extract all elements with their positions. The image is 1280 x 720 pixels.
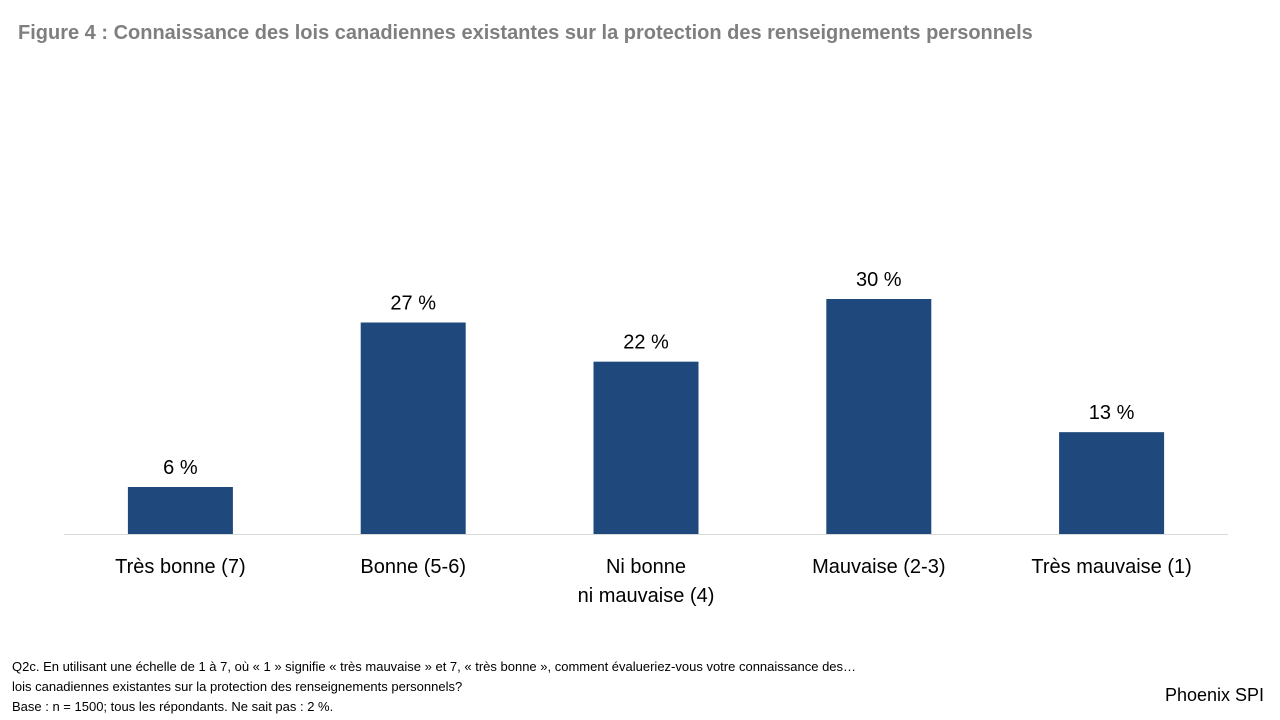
bar-chart: 6 % Très bonne (7) 27 % Bonne (5-6) 22 % Ni b… — [0, 0, 1280, 640]
category-label-3: Ni bonne ni mauvaise (4) — [578, 556, 715, 607]
footnote: Q2c. En utilisant une échelle de 1 à 7, … — [12, 657, 856, 717]
footnote-question-line1: Q2c. En utilisant une échelle de 1 à 7, … — [12, 657, 856, 677]
data-label-3: 22 % — [623, 332, 669, 354]
footnote-question-line2: lois canadiennes existantes sur la prote… — [12, 677, 856, 697]
bar-2 — [361, 323, 466, 535]
bar-5 — [1059, 432, 1164, 534]
bar-3 — [594, 362, 699, 534]
category-label-4: Mauvaise (2-3) — [812, 556, 945, 578]
brand-label: Phoenix SPI — [1165, 685, 1264, 706]
data-label-4: 30 % — [856, 269, 902, 291]
category-label-2: Bonne (5-6) — [360, 556, 466, 578]
data-label-2: 27 % — [390, 293, 436, 315]
data-label-1: 6 % — [163, 457, 198, 479]
footnote-base: Base : n = 1500; tous les répondants. Ne… — [12, 697, 856, 717]
data-label-5: 13 % — [1089, 402, 1135, 424]
bar-1 — [128, 487, 233, 534]
category-label-1: Très bonne (7) — [115, 556, 245, 578]
bar-4 — [826, 299, 931, 534]
category-label-5: Très mauvaise (1) — [1031, 556, 1191, 578]
